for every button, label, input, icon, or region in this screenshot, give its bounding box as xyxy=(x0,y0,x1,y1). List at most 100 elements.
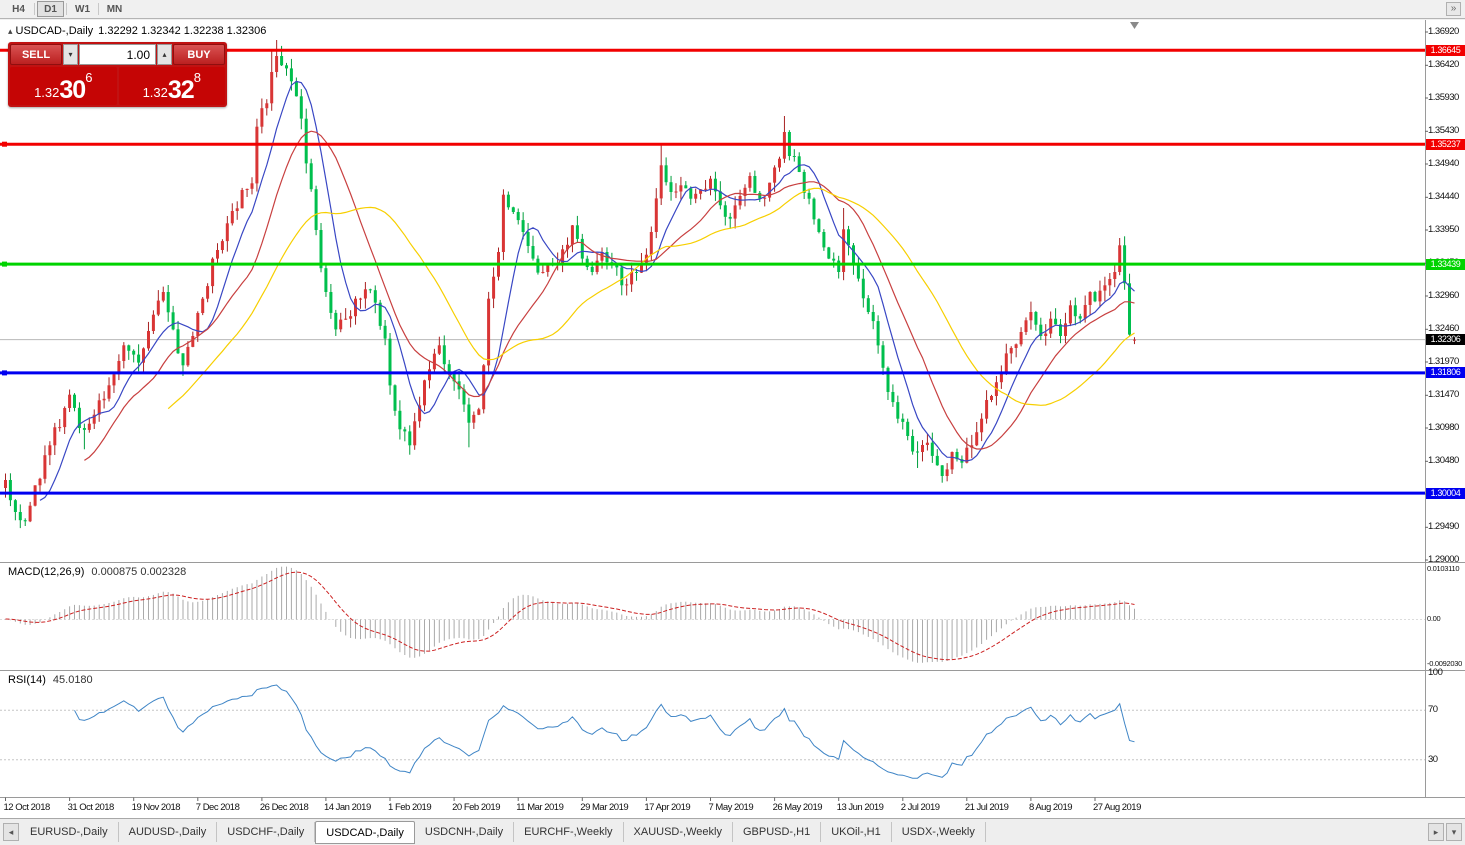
timeframe-w1-button[interactable]: W1 xyxy=(69,1,96,17)
candle-body xyxy=(127,345,131,351)
tab-audusd-daily[interactable]: AUDUSD-,Daily xyxy=(119,822,218,842)
candle-body xyxy=(151,314,155,331)
candle-body xyxy=(77,407,81,428)
candle-body xyxy=(832,258,836,261)
buy-button[interactable]: BUY xyxy=(173,44,225,65)
candle-body xyxy=(748,176,752,188)
candle-body xyxy=(97,400,101,415)
sell-price-button[interactable]: 1.32 30 6 xyxy=(10,67,117,105)
tab-xauusd-weekly[interactable]: XAUUSD-,Weekly xyxy=(624,822,733,842)
tab-bar-right-controls: ▸ ▾ xyxy=(1427,823,1463,841)
candle-body xyxy=(950,452,954,470)
candle-body xyxy=(447,364,451,372)
candle-body xyxy=(930,442,934,456)
rsi-indicator-label: RSI(14) 45.0180 xyxy=(8,674,93,686)
tab-eurusd-daily[interactable]: EURUSD-,Daily xyxy=(20,822,119,842)
timeframe-d1-button[interactable]: D1 xyxy=(37,1,64,17)
candle-body xyxy=(1093,292,1097,302)
ma-34-line xyxy=(167,187,1135,410)
volume-increase-button[interactable]: ▴ xyxy=(157,44,172,65)
hline-drag-handle[interactable] xyxy=(2,370,7,376)
candle-body xyxy=(147,331,150,349)
tab-scroll-right-button[interactable]: ▸ xyxy=(1428,823,1444,841)
candle-body xyxy=(432,353,436,370)
candle-body xyxy=(921,445,924,452)
tab-eurchf-weekly[interactable]: EURCHF-,Weekly xyxy=(514,822,624,842)
candle-body xyxy=(48,445,52,456)
toolbar-divider xyxy=(34,3,35,15)
volume-input[interactable] xyxy=(79,44,156,65)
candle-body xyxy=(669,182,673,192)
candle-body xyxy=(615,265,619,268)
candle-body xyxy=(536,258,540,273)
candle-body xyxy=(837,260,841,272)
candle-body xyxy=(260,108,264,127)
tab-ukoil-h1[interactable]: UKOil-,H1 xyxy=(821,822,892,842)
candle-body xyxy=(92,414,96,424)
candle-body xyxy=(1113,272,1117,279)
candle-body xyxy=(339,319,343,330)
candle-body xyxy=(191,336,195,347)
tab-usdcad-daily[interactable]: USDCAD-,Daily xyxy=(315,820,415,844)
price-chart-canvas[interactable] xyxy=(0,20,1465,818)
tab-list-button[interactable]: ▾ xyxy=(1446,823,1462,841)
candle-body xyxy=(63,408,67,428)
candle-body xyxy=(216,250,219,259)
candle-body xyxy=(472,414,476,423)
candle-body xyxy=(1128,283,1131,335)
tab-usdcnh-daily[interactable]: USDCNH-,Daily xyxy=(415,822,515,842)
hline-drag-handle[interactable] xyxy=(2,141,7,147)
ma-17-line xyxy=(84,130,1135,461)
buy-price-button[interactable]: 1.32 32 8 xyxy=(118,67,225,105)
candle-body xyxy=(171,312,175,330)
candle-body xyxy=(142,348,145,363)
tab-usdchf-daily[interactable]: USDCHF-,Daily xyxy=(217,822,316,842)
candle-body xyxy=(925,442,929,445)
candle-body xyxy=(718,191,722,206)
candle-body xyxy=(373,290,377,303)
candle-body xyxy=(319,230,323,269)
tab-gbpusd-h1[interactable]: GBPUSD-,H1 xyxy=(733,822,822,842)
candle-body xyxy=(403,429,407,432)
trade-panel-collapse-icon[interactable]: ▴ xyxy=(8,25,16,37)
timeframe-mn-button[interactable]: MN xyxy=(101,1,128,17)
candle-body xyxy=(812,198,816,220)
candle-body xyxy=(856,264,860,279)
candle-body xyxy=(600,252,604,261)
tab-scroll-left-button[interactable]: ◂ xyxy=(3,823,19,841)
candle-body xyxy=(58,427,62,429)
timeframe-h4-button[interactable]: H4 xyxy=(5,1,32,17)
candle-body xyxy=(255,126,259,184)
chart-shift-marker[interactable] xyxy=(1130,22,1139,29)
toolbar-overflow-icon[interactable]: » xyxy=(1446,2,1461,16)
hline-drag-handle[interactable] xyxy=(2,261,7,267)
sell-button[interactable]: SELL xyxy=(10,44,62,65)
candle-body xyxy=(792,156,796,157)
candle-body xyxy=(807,192,811,199)
candle-body xyxy=(1034,312,1038,325)
candle-body xyxy=(1054,318,1058,325)
candle-body xyxy=(181,353,185,366)
candle-body xyxy=(294,81,298,97)
tab-usdx-weekly[interactable]: USDX-,Weekly xyxy=(892,822,986,842)
chart-area[interactable]: ▴ USDCAD-,Daily 1.32292 1.32342 1.32238 1.… xyxy=(0,20,1465,818)
candle-body xyxy=(82,428,86,430)
candle-body xyxy=(378,302,382,326)
candle-body xyxy=(280,56,284,66)
candle-body xyxy=(871,312,875,322)
volume-decrease-button[interactable]: ▾ xyxy=(63,44,78,65)
candle-body xyxy=(1024,320,1028,332)
candle-body xyxy=(763,197,767,199)
candle-body xyxy=(112,374,116,386)
candle-body xyxy=(1078,316,1082,319)
candle-body xyxy=(531,246,535,259)
candle-body xyxy=(107,385,111,399)
candle-body xyxy=(566,244,569,250)
candle-body xyxy=(817,219,821,232)
candle-body xyxy=(398,410,402,430)
candle-body xyxy=(161,292,165,301)
candle-body xyxy=(1073,305,1077,317)
candle-body xyxy=(506,194,510,208)
candle-body xyxy=(679,185,683,192)
candle-body xyxy=(1118,245,1122,272)
